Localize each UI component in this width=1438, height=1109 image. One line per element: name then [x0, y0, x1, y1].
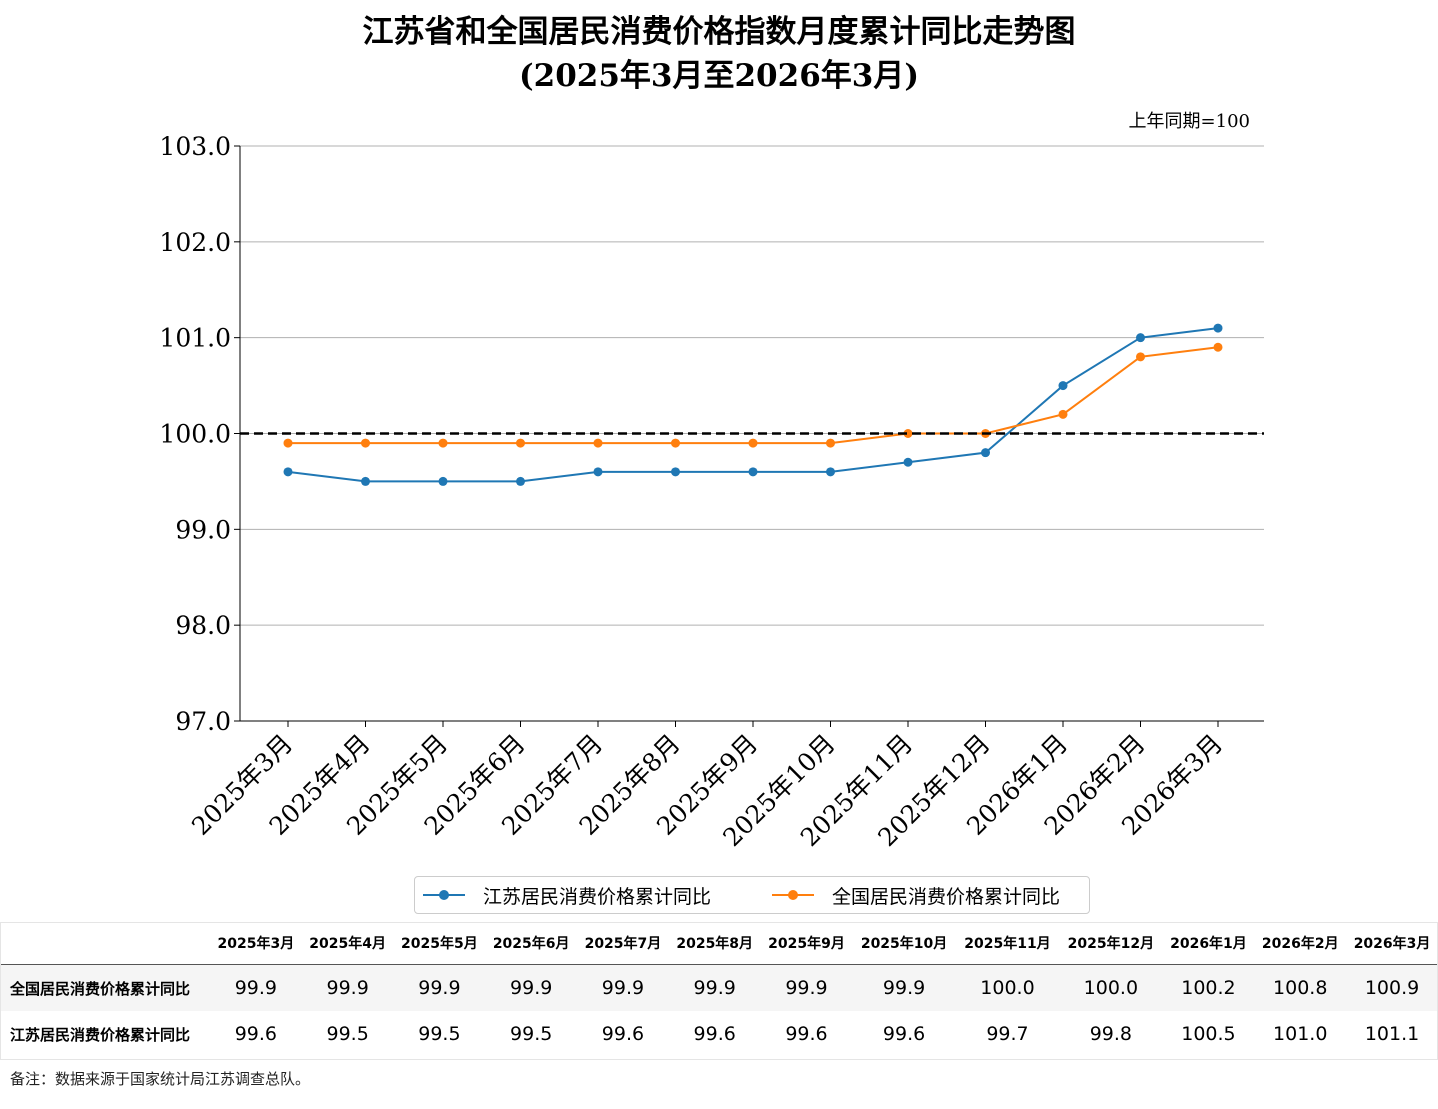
data-point: [516, 438, 525, 448]
data-point: [1058, 381, 1068, 391]
data-point: [361, 438, 370, 448]
table-header-cell: 2026年1月: [1170, 936, 1247, 952]
table-header-cell: 2025年7月: [584, 936, 662, 952]
legend-swatch-jiangsu: [423, 890, 465, 900]
table-cell: 99.6: [601, 1023, 645, 1045]
y-tick-label: 98.0: [175, 611, 231, 640]
data-point: [826, 467, 835, 477]
table-cell: 100.8: [1273, 977, 1328, 999]
data-point: [1058, 409, 1068, 419]
footnote: 备注：数据来源于国家统计局江苏调查总队。: [10, 1070, 311, 1088]
table-cell: 100.9: [1364, 977, 1420, 999]
table-cell: 99.6: [882, 1023, 926, 1045]
legend-item-jiangsu: 江苏居民消费价格累计同比: [423, 877, 711, 913]
data-point: [981, 448, 990, 458]
table-cell: 99.9: [693, 977, 736, 999]
y-tick-label: 102.0: [159, 228, 231, 257]
series-line-1: [288, 346, 1219, 445]
data-point: [1213, 323, 1223, 333]
data-point: [438, 476, 448, 486]
table-cell: 100.2: [1181, 977, 1236, 999]
data-point: [1136, 352, 1145, 362]
table-cell: 99.9: [234, 977, 278, 999]
data-point: [748, 438, 758, 448]
table-cell: 99.9: [418, 977, 461, 999]
legend-label-jiangsu: 江苏居民消费价格累计同比: [483, 885, 712, 908]
table-cell: 99.6: [234, 1023, 278, 1045]
data-point: [1136, 333, 1145, 343]
chart-subtitle: (2025年3月至2026年3月): [518, 58, 920, 94]
table-cell: 99.6: [693, 1023, 736, 1045]
table-cell: 99.5: [326, 1023, 369, 1045]
table-header-cell: 2026年2月: [1261, 936, 1339, 952]
data-point: [593, 438, 603, 448]
data-point: [283, 438, 293, 448]
table-cell: 99.6: [785, 1023, 828, 1045]
table-header-cell: 2025年8月: [676, 936, 754, 952]
table-cell: 100.0: [1083, 977, 1139, 999]
table-header-corner: [0, 922, 210, 965]
table-row-label: 全国居民消费价格累计同比: [10, 979, 191, 998]
legend: 江苏居民消费价格累计同比 全国居民消费价格累计同比: [414, 876, 1090, 914]
y-tick-label: 103.0: [159, 132, 231, 161]
table-cell: 99.5: [510, 1023, 553, 1045]
data-point: [593, 467, 603, 477]
table-header-cell: 2025年6月: [492, 936, 570, 952]
table-cell: 99.9: [510, 977, 553, 999]
data-point: [671, 438, 680, 448]
table-cell: 99.8: [1089, 1023, 1133, 1045]
table-cell: 99.9: [601, 977, 645, 999]
data-point: [283, 467, 293, 477]
table-header-cell: 2025年10月: [860, 936, 948, 952]
table-header-cell: 2025年12月: [1067, 936, 1155, 952]
line-chart: 97.098.099.0100.0101.0102.0103.02025年3月2…: [159, 132, 1264, 852]
data-point: [438, 438, 448, 448]
table-row-jiangsu: 江苏居民消费价格累计同比 99.6 99.5 99.5 99.5 99.6 99…: [0, 1011, 1438, 1057]
table-row-label: 江苏居民消费价格累计同比: [10, 1025, 191, 1044]
series-line-0: [287, 327, 1219, 483]
legend-swatch-national: [772, 890, 814, 900]
table-header-row: 2025年3月 2025年4月 2025年5月 2025年6月 2025年7月 …: [0, 922, 1438, 965]
table-header-cell: 2025年3月: [217, 936, 295, 952]
chart-title: 江苏省和全国居民消费价格指数月度累计同比走势图: [362, 14, 1076, 50]
table-cell: 99.9: [882, 977, 926, 999]
table-header-cell: 2025年4月: [309, 936, 386, 952]
table-cell: 100.5: [1181, 1023, 1236, 1045]
data-point: [826, 438, 835, 448]
y-tick-label: 101.0: [159, 324, 231, 353]
data-point: [671, 467, 680, 477]
data-point: [1213, 342, 1223, 352]
table-cell: 99.7: [986, 1023, 1029, 1045]
data-point: [903, 457, 913, 467]
y-tick-label: 99.0: [175, 515, 231, 544]
y-tick-label: 100.0: [159, 420, 231, 449]
table-row-national: 全国居民消费价格累计同比 99.9 99.9 99.9 99.9 99.9 99…: [0, 964, 1438, 1011]
data-point: [903, 429, 913, 438]
table-header-cell: 2025年11月: [964, 936, 1051, 952]
table-cell: 99.5: [418, 1023, 461, 1045]
data-point: [361, 476, 370, 486]
table-cell: 99.9: [785, 977, 828, 999]
table-cell: 100.0: [980, 977, 1035, 999]
legend-label-national: 全国居民消费价格累计同比: [832, 885, 1061, 908]
data-point: [748, 467, 758, 477]
unit-note: 上年同期=100: [1128, 111, 1250, 132]
y-tick-label: 97.0: [175, 707, 231, 736]
table-header-cell: 2025年5月: [401, 936, 478, 952]
legend-item-national: 全国居民消费价格累计同比: [772, 877, 1060, 913]
table-header-cell: 2025年9月: [768, 936, 845, 952]
table-header-cell: 2026年3月: [1353, 936, 1431, 952]
data-point: [516, 476, 525, 486]
table-cell: 101.0: [1273, 1023, 1328, 1045]
table-cell: 99.9: [326, 977, 369, 999]
data-table: 2025年3月 2025年4月 2025年5月 2025年6月 2025年7月 …: [0, 922, 1438, 1057]
table-cell: 101.1: [1364, 1023, 1420, 1045]
